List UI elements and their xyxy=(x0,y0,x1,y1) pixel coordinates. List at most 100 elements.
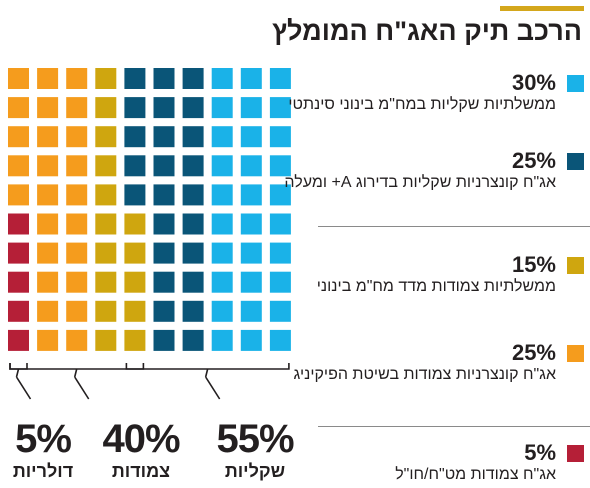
waffle-cell xyxy=(8,271,29,293)
waffle-cell xyxy=(8,242,29,264)
waffle-cell xyxy=(153,271,175,293)
waffle-cell xyxy=(269,271,291,293)
legend-description: ממשלתיות שקליות במח"מ בינוני סינתטי xyxy=(288,96,556,113)
waffle-cell xyxy=(182,155,204,177)
waffle-cell xyxy=(153,300,175,322)
legend-divider xyxy=(318,226,590,227)
waffle-cell xyxy=(211,300,233,322)
waffle-cell xyxy=(182,329,204,351)
waffle-cell xyxy=(269,126,291,148)
waffle-cell xyxy=(182,184,204,206)
legend-percentage: 5% xyxy=(524,440,556,465)
waffle-cell xyxy=(269,242,291,264)
waffle-cell xyxy=(153,126,175,148)
waffle-cell xyxy=(240,68,262,89)
waffle-cell xyxy=(66,329,88,351)
group-percentage: 55% xyxy=(216,417,294,461)
waffle-cell xyxy=(8,155,29,177)
waffle-cell xyxy=(8,68,29,89)
waffle-cell xyxy=(37,68,59,89)
waffle-cell xyxy=(269,213,291,235)
waffle-cell xyxy=(240,213,262,235)
waffle-cell xyxy=(95,213,117,235)
waffle-cell xyxy=(37,97,59,119)
group-label: דולריות xyxy=(12,461,74,481)
title-accent-bar xyxy=(500,6,584,11)
waffle-cell xyxy=(269,155,291,177)
waffle-cell xyxy=(153,213,175,235)
waffle-cell xyxy=(66,68,88,89)
waffle-cell xyxy=(37,242,59,264)
legend-item-corporate-shekel: 25% אג"ח קונצרניות שקליות בדירוג A+ ומעל… xyxy=(284,148,590,218)
waffle-cell xyxy=(240,242,262,264)
group-total-linked: 40% צמודות xyxy=(86,418,196,482)
waffle-cell xyxy=(66,184,88,206)
waffle-cell xyxy=(8,213,29,235)
waffle-cell xyxy=(240,184,262,206)
waffle-cell xyxy=(95,155,117,177)
group-bracket xyxy=(9,363,145,400)
waffle-cell xyxy=(211,242,233,264)
waffle-cell xyxy=(240,300,262,322)
waffle-cell xyxy=(95,271,117,293)
legend-description: אג"ח קונצרניות שקליות בדירוג A+ ומעלה xyxy=(284,174,556,191)
waffle-cell xyxy=(240,329,262,351)
waffle-cell xyxy=(95,300,117,322)
waffle-cell xyxy=(8,126,29,148)
waffle-cell xyxy=(182,242,204,264)
waffle-cell xyxy=(211,329,233,351)
waffle-cell xyxy=(37,271,59,293)
waffle-cell xyxy=(124,213,146,235)
legend-description: אג"ח קונצרניות צמודות בשיטת הפיקיניג xyxy=(293,366,557,383)
legend-percentage: 15% xyxy=(511,252,556,277)
waffle-cell xyxy=(153,242,175,264)
waffle-cell xyxy=(124,68,146,89)
waffle-cell xyxy=(37,155,59,177)
waffle-cell xyxy=(66,300,88,322)
waffle-cell xyxy=(8,184,29,206)
waffle-cell xyxy=(37,213,59,235)
chart-title: הרכב תיק האג"ח המומלץ xyxy=(272,16,582,46)
waffle-cell xyxy=(124,300,146,322)
legend-swatch xyxy=(567,445,584,462)
waffle-cell xyxy=(269,329,291,351)
waffle-cell xyxy=(182,97,204,119)
legend-swatch xyxy=(567,257,584,274)
legend-swatch xyxy=(567,153,584,170)
waffle-cell xyxy=(211,126,233,148)
waffle-cell xyxy=(37,300,59,322)
waffle-cell xyxy=(37,329,59,351)
waffle-cell xyxy=(124,242,146,264)
waffle-cell xyxy=(124,126,146,148)
waffle-cell xyxy=(8,97,29,119)
waffle-cell xyxy=(240,97,262,119)
legend-description: ממשלתיות צמודות מדד מח"מ בינוני xyxy=(316,278,556,295)
waffle-cell xyxy=(153,184,175,206)
waffle-cell xyxy=(153,68,175,89)
waffle-cell xyxy=(95,97,117,119)
waffle-cell xyxy=(240,155,262,177)
waffle-cell xyxy=(66,213,88,235)
legend: 30% ממשלתיות שקליות במח"מ בינוני סינתטי … xyxy=(284,70,590,483)
waffle-cell xyxy=(95,126,117,148)
legend-percentage: 30% xyxy=(511,70,556,95)
waffle-cell xyxy=(211,68,233,89)
waffle-cell xyxy=(95,329,117,351)
waffle-cell xyxy=(153,329,175,351)
waffle-cell xyxy=(66,271,88,293)
waffle-cell xyxy=(124,97,146,119)
waffle-cell xyxy=(95,68,117,89)
legend-swatch xyxy=(567,75,584,92)
waffle-cell xyxy=(153,97,175,119)
waffle-cell xyxy=(66,155,88,177)
waffle-cell xyxy=(124,155,146,177)
waffle-cell xyxy=(211,97,233,119)
waffle-cell xyxy=(269,184,291,206)
waffle-cell xyxy=(66,126,88,148)
waffle-cell xyxy=(8,300,29,322)
waffle-cell xyxy=(211,271,233,293)
legend-item-corporate-cpi: 25% אג"ח קונצרניות צמודות בשיטת הפיקיניג xyxy=(294,340,590,410)
waffle-cell xyxy=(95,184,117,206)
waffle-cell xyxy=(182,213,204,235)
